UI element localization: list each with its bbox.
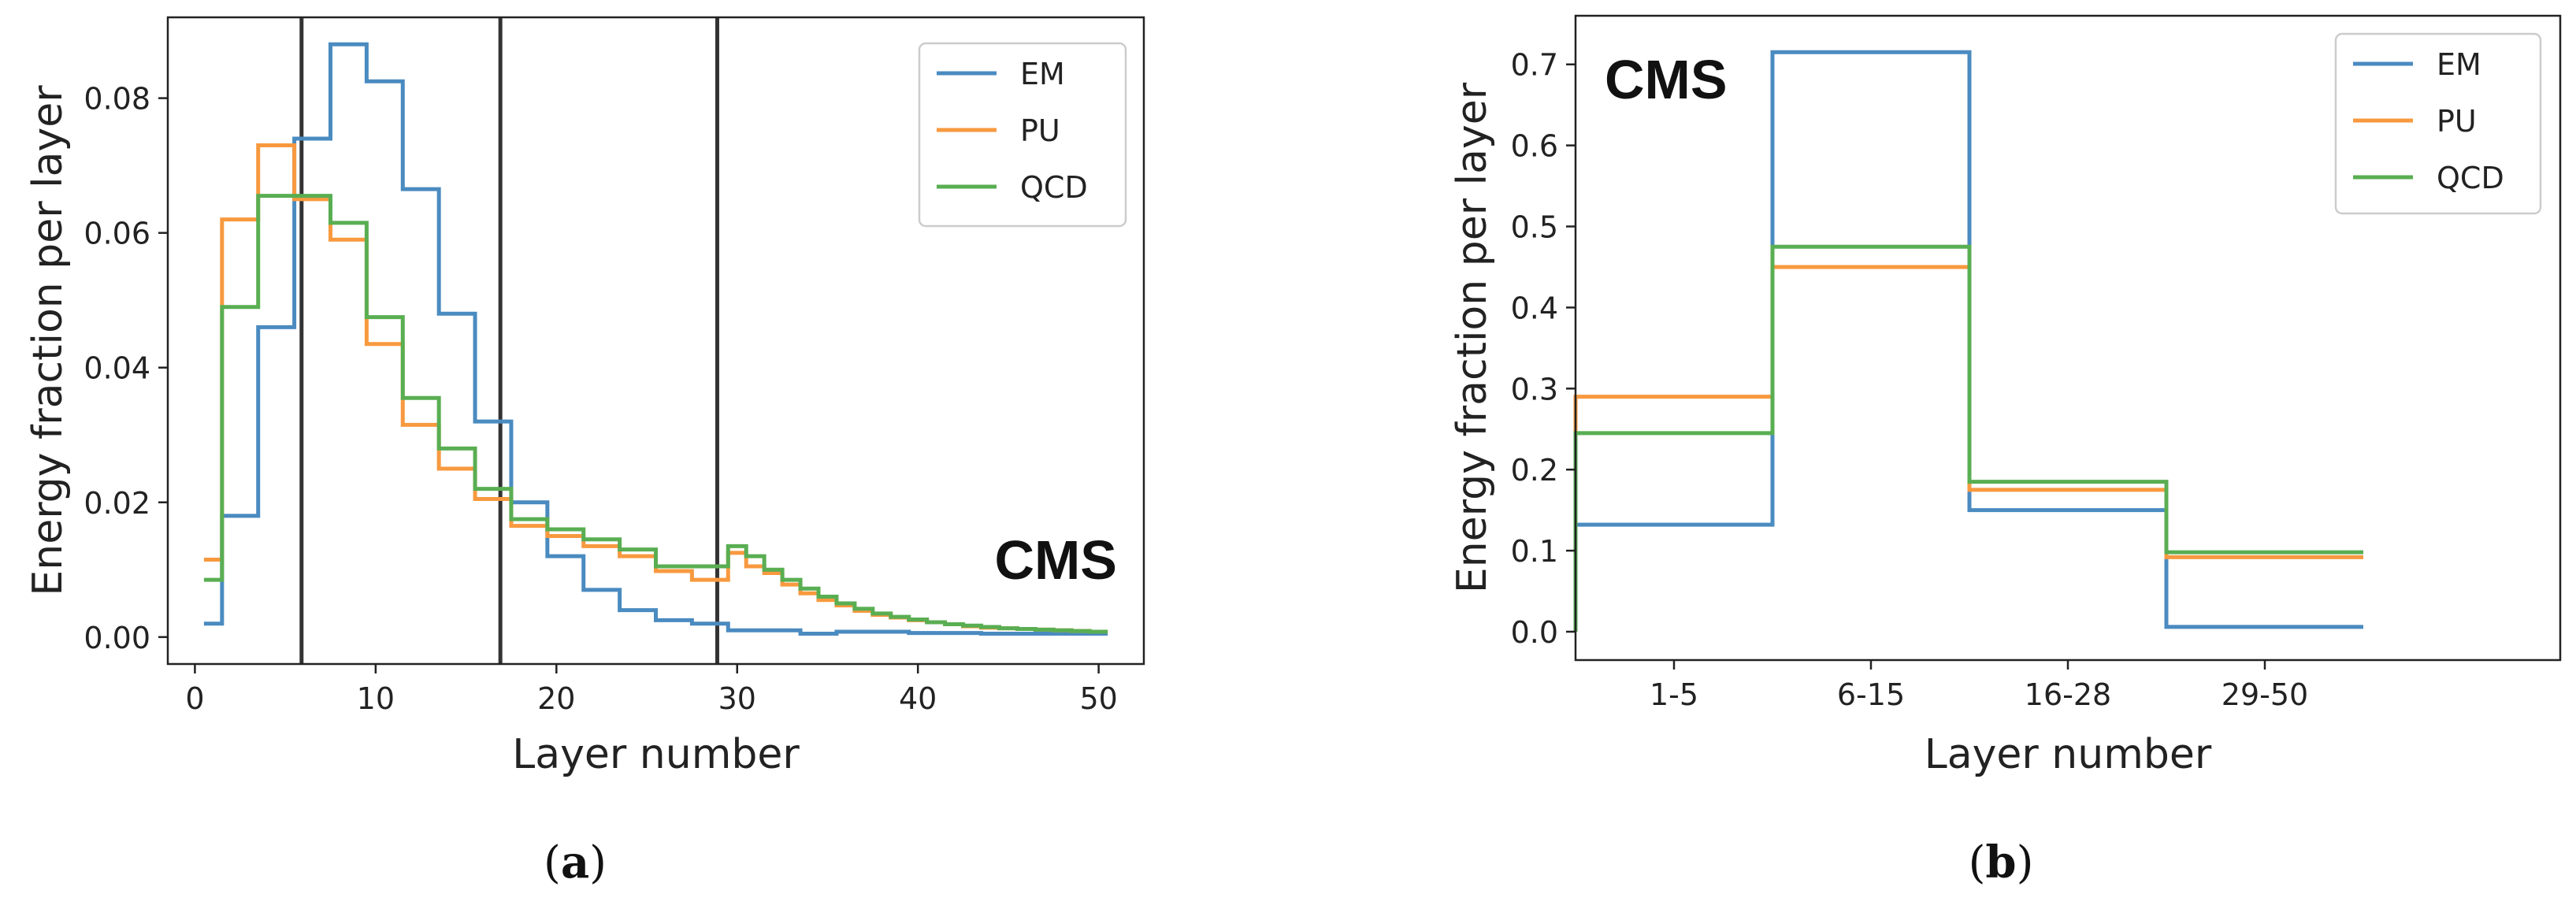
chart-a-ytick-label-1: 0.02 [84,486,150,521]
chart-b-ytick-label-6: 0.6 [1511,129,1558,164]
chart-b-legend-label-qcd: QCD [2437,161,2504,195]
chart-a-xtick-label-1: 10 [357,681,395,716]
caption-b-letter: b [1985,837,2017,888]
caption-a-letter: a [560,837,590,888]
caption-a-open: ( [543,837,561,888]
chart-b-xtick-label-0: 1-5 [1650,677,1698,712]
chart-b-ytick-label-1: 0.1 [1511,534,1558,569]
chart-b-xtick-label-2: 16-28 [2025,677,2111,712]
chart-a-legend-label-em: EM [1020,57,1065,91]
chart-b-xlabel: Layer number [1925,731,2212,778]
chart-a-ylabel: Energy fraction per layer [24,85,72,596]
chart-a-ytick-label-4: 0.08 [84,82,150,117]
chart-b-xtick-label-1: 6-15 [1837,677,1905,712]
chart-a-cms-label: CMS [994,529,1117,591]
chart-b-ytick-label-7: 0.7 [1511,48,1558,83]
chart-b-ytick-label-5: 0.5 [1511,210,1558,245]
chart-a-plot-frame [166,16,1145,666]
chart-a-legend-box [918,42,1127,228]
chart-b-series-em [1573,50,2363,632]
chart-a-xtick-label-0: 0 [185,681,204,716]
chart-a-ytick-label-2: 0.04 [84,351,150,386]
caption-b-open: ( [1968,837,1986,888]
chart-a-xtick-label-3: 30 [718,681,756,716]
chart-a-xtick-label-5: 50 [1079,681,1117,716]
caption-b-close: ) [2016,837,2034,888]
chart-a-xtick-label-2: 20 [537,681,575,716]
chart-a-legend-label-pu: PU [1020,113,1060,148]
chart-b-ytick-label-0: 0.0 [1511,615,1558,650]
chart-b-legend-label-pu: PU [2437,104,2477,139]
chart-b-ytick-label-3: 0.3 [1511,372,1558,406]
caption-a-close: ) [589,837,607,888]
chart-b-cms-label: CMS [1605,49,1728,110]
chart-b-legend-box [2334,32,2542,215]
caption-a: (a) [544,837,607,888]
chart-a-ytick-label-0: 0.00 [84,621,150,655]
chart-b-xtick-label-3: 29-50 [2222,677,2308,712]
caption-b: (b) [1969,837,2034,888]
chart-a-xlabel: Layer number [512,731,800,778]
chart-b-ytick-label-2: 0.2 [1511,453,1558,488]
chart-a-series-qcd [203,194,1108,634]
chart-b-ytick-label-4: 0.4 [1511,291,1558,325]
chart-a-ytick-label-3: 0.06 [84,217,150,251]
chart-b-legend-label-em: EM [2437,47,2481,82]
chart-a-xtick-label-4: 40 [899,681,937,716]
chart-a-series-em [203,42,1108,636]
chart-a-legend-label-qcd: QCD [1020,170,1088,205]
chart-b-ylabel: Energy fraction per layer [1449,82,1496,593]
chart-b-series-qcd [1573,244,2363,632]
